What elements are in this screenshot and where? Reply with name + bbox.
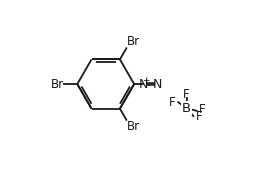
Text: N: N [153,78,162,90]
Text: +: + [142,76,150,85]
Text: Br: Br [127,35,140,48]
Text: B: B [182,102,191,115]
Text: Br: Br [127,120,140,133]
Text: F: F [199,103,205,117]
Text: Br: Br [51,78,64,90]
Text: F: F [195,110,202,123]
Text: N: N [139,78,148,90]
Text: F: F [169,96,176,109]
Text: F: F [183,88,190,101]
